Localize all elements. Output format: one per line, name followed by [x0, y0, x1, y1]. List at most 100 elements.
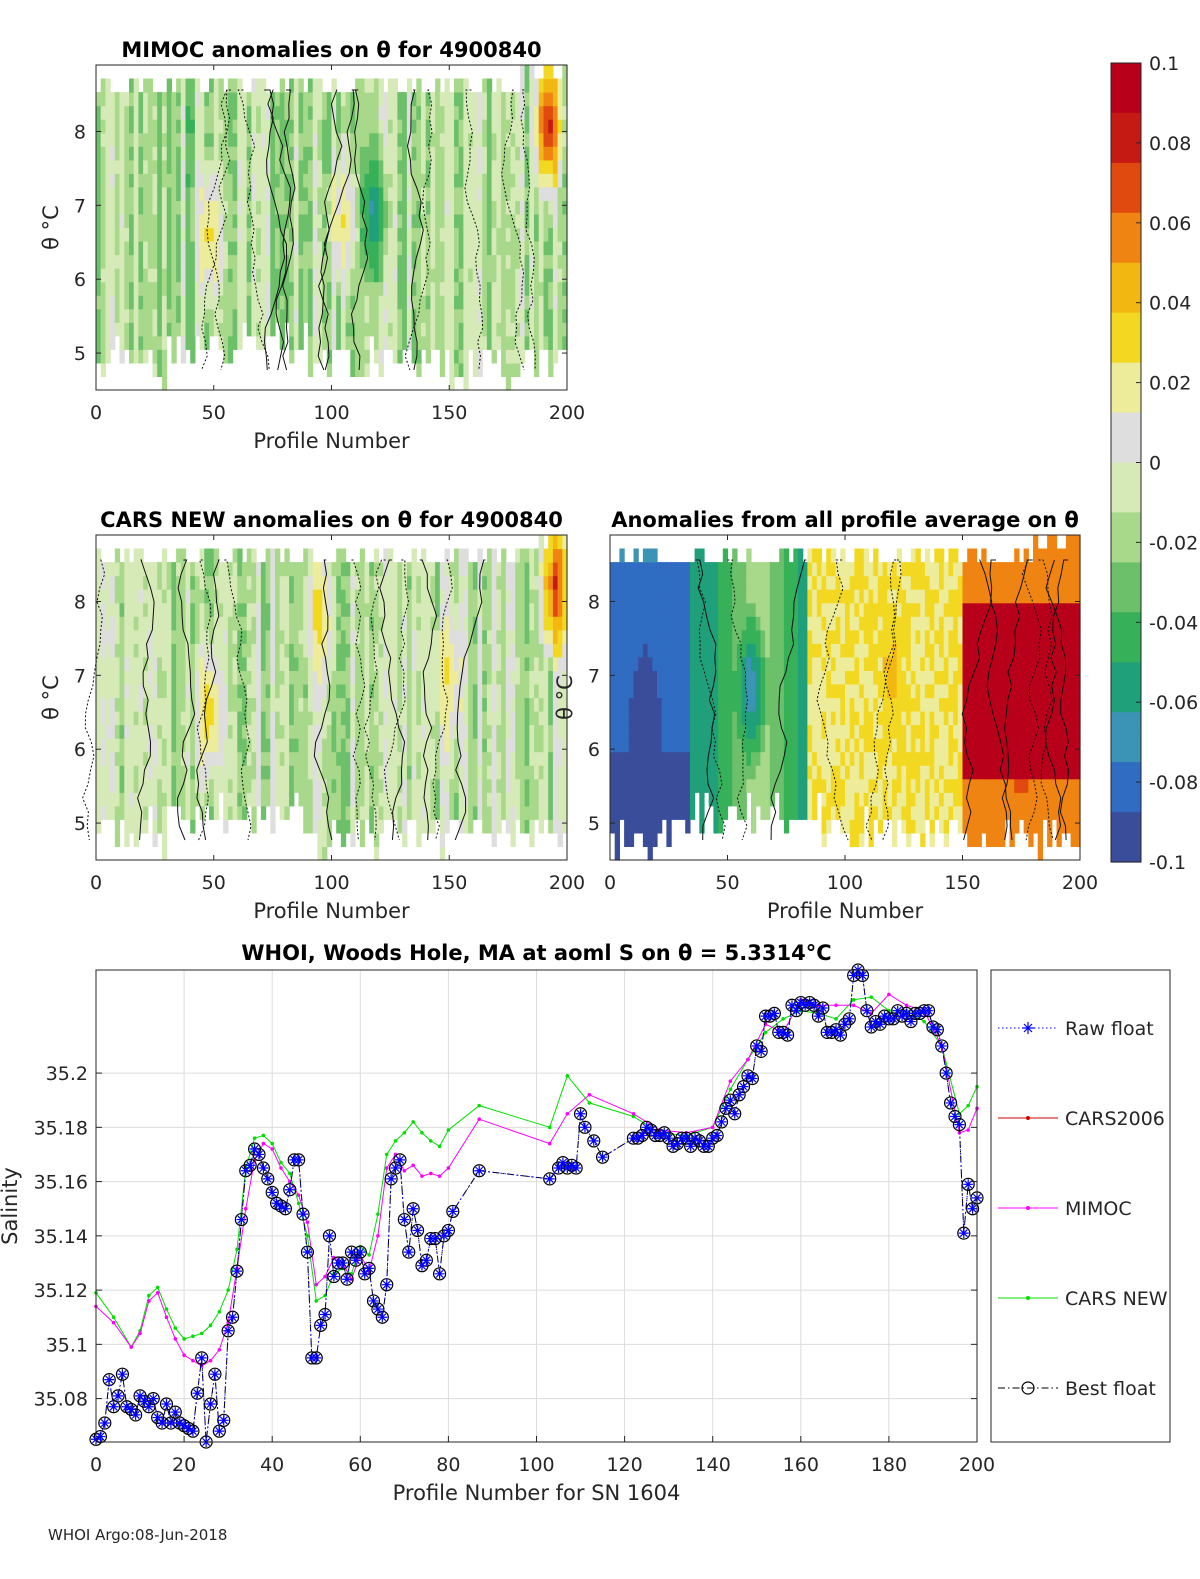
heatmap-cell [629, 657, 634, 671]
heatmap-cell [181, 322, 186, 336]
heatmap-cell [619, 630, 624, 644]
heatmap-cell [666, 725, 671, 739]
heatmap-cell [190, 92, 195, 106]
heatmap-cell [355, 806, 360, 820]
heatmap-cell [454, 779, 459, 793]
heatmap-cell [190, 322, 195, 336]
heatmap-cell [728, 792, 733, 806]
heatmap-cell [435, 630, 440, 644]
heatmap-cell [553, 806, 558, 820]
heatmap-cell [397, 295, 402, 309]
heatmap-cell [515, 282, 520, 296]
heatmap-cell [308, 616, 313, 630]
heatmap-cell [138, 765, 143, 779]
heatmap-cell [200, 792, 205, 806]
heatmap-cell [162, 119, 167, 133]
heatmap-cell [176, 295, 181, 309]
heatmap-cell [610, 670, 615, 684]
heatmap-cell [657, 752, 662, 766]
heatmap-cell [544, 779, 549, 793]
heatmap-cell [746, 711, 751, 725]
heatmap-cell [426, 738, 431, 752]
heatmap-cell [676, 711, 681, 725]
heatmap-cell [657, 819, 662, 833]
heatmap-cell [360, 322, 365, 336]
heatmap-cell [284, 630, 289, 644]
heatmap-cell [634, 779, 639, 793]
heatmap-cell [402, 792, 407, 806]
heatmap-cell [482, 200, 487, 214]
heatmap-cell [459, 765, 464, 779]
heatmap-cell [280, 725, 285, 739]
heatmap-cell [148, 309, 153, 323]
heatmap-cell [171, 92, 176, 106]
heatmap-cell [365, 589, 370, 603]
heatmap-cell [379, 336, 384, 350]
heatmap-cell [383, 322, 388, 336]
heatmap-cell [105, 603, 110, 617]
heatmap-cell [332, 684, 337, 698]
heatmap-cell [209, 549, 214, 563]
heatmap-cell [110, 603, 115, 617]
heatmap-cell [134, 200, 139, 214]
heatmap-cell [629, 833, 634, 847]
heatmap-cell [440, 106, 445, 120]
heatmap-cell [492, 630, 497, 644]
heatmap-cell [681, 711, 686, 725]
heatmap-cell [482, 133, 487, 147]
heatmap-cell [124, 725, 129, 739]
heatmap-cell [134, 819, 139, 833]
heatmap-cell [473, 725, 478, 739]
heatmap-cell [176, 603, 181, 617]
heatmap-cell [299, 160, 304, 174]
heatmap-cell [473, 241, 478, 255]
heatmap-cell [148, 146, 153, 160]
heatmap-cell [115, 562, 120, 576]
heatmap-cell [223, 630, 228, 644]
heatmap-cell [718, 752, 723, 766]
heatmap-cell [336, 792, 341, 806]
heatmap-cell [303, 725, 308, 739]
heatmap-cell [256, 268, 261, 282]
heatmap-cell [482, 576, 487, 590]
heatmap-cell [374, 79, 379, 93]
heatmap-cell [765, 792, 770, 806]
heatmap-cell [760, 792, 765, 806]
heatmap-cell [124, 616, 129, 630]
heatmap-cell [506, 214, 511, 228]
heatmap-cell [256, 228, 261, 242]
heatmap-cell [308, 549, 313, 563]
heatmap-cell [666, 819, 671, 833]
heatmap-cell [129, 173, 134, 187]
heatmap-cell [280, 657, 285, 671]
heatmap-cell [101, 670, 106, 684]
heatmap-cell [313, 657, 318, 671]
heatmap-cell [115, 214, 120, 228]
heatmap-cell [369, 228, 374, 242]
heatmap-cell [96, 309, 101, 323]
heatmap-cell [266, 603, 271, 617]
heatmap-cell [256, 765, 261, 779]
heatmap-cell [148, 698, 153, 712]
heatmap-cell [812, 684, 817, 698]
heatmap-cell [247, 576, 252, 590]
heatmap-cell [539, 255, 544, 269]
heatmap-cell [468, 603, 473, 617]
heatmap-cell [171, 752, 176, 766]
heatmap-cell [360, 576, 365, 590]
heatmap-cell [294, 92, 299, 106]
heatmap-cell [134, 549, 139, 563]
heatmap-cell [506, 562, 511, 576]
heatmap-cell [266, 711, 271, 725]
heatmap-cell [793, 698, 798, 712]
heatmap-cell [303, 684, 308, 698]
heatmap-cell [275, 792, 280, 806]
heatmap-cell [120, 576, 125, 590]
heatmap-cell [261, 255, 266, 269]
heatmap-cell [449, 228, 454, 242]
heatmap-cell [506, 187, 511, 201]
heatmap-cell [308, 630, 313, 644]
heatmap-cell [397, 228, 402, 242]
heatmap-cell [115, 684, 120, 698]
heatmap-cell [454, 657, 459, 671]
